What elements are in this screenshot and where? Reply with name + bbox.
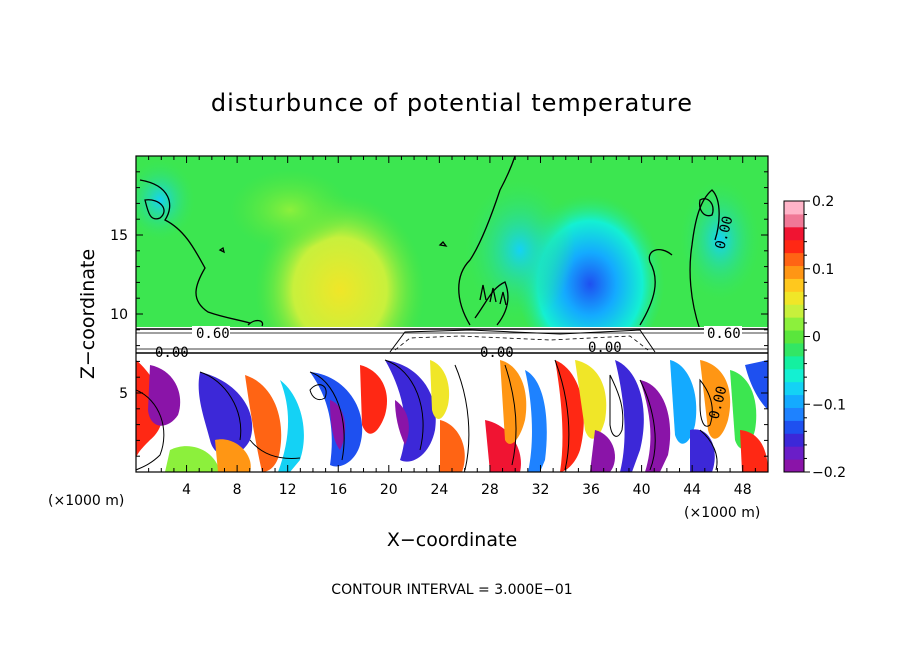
contour-label: 0.00 — [588, 340, 622, 356]
colorbar-swatch — [784, 213, 804, 228]
colorbar-swatch — [784, 394, 804, 408]
contour-label: 0.60 — [196, 326, 230, 342]
upper-contours — [139, 156, 720, 331]
light-green-region — [230, 170, 350, 250]
colorbar-label: 0.1 — [812, 262, 834, 278]
colorbar-swatch — [784, 252, 804, 267]
colorbar-swatch — [784, 368, 804, 383]
x-tick-label: 16 — [329, 482, 347, 498]
inversion-band — [136, 327, 768, 354]
lower-contours — [136, 359, 718, 471]
colorbar-label: 0.2 — [812, 194, 834, 210]
chart-title: disturbunce of potential temperature — [211, 89, 693, 117]
x-tick-label: 8 — [233, 482, 242, 498]
x-tick-label: 20 — [380, 482, 398, 498]
colorbar-label: 0 — [812, 330, 821, 346]
colorbar-swatch — [784, 330, 804, 344]
y-tick-label: 10 — [110, 307, 128, 323]
colorbar-swatch — [784, 291, 804, 305]
y-tick-label: 15 — [110, 228, 128, 244]
colorbar-swatch — [784, 226, 804, 241]
colorbar: 0.2 0.1 0 −0.1 −0.2 — [783, 194, 846, 481]
y-axis-label: Z−coordinate — [77, 249, 99, 379]
cyan-region — [465, 180, 575, 320]
plot-area — [136, 156, 768, 472]
colorbar-label: −0.2 — [812, 465, 846, 481]
x-tick-label: 48 — [734, 482, 752, 498]
x-unit-left: (×1000 m) — [48, 493, 124, 509]
y-axis: 5 10 15 — [110, 171, 768, 457]
colorbar-swatch — [784, 317, 804, 331]
x-tick-label: 4 — [182, 482, 191, 498]
colorbar-swatch — [784, 459, 804, 473]
colorbar-swatch — [784, 433, 804, 447]
colorbar-swatch — [784, 201, 804, 215]
contour-label: 0.60 — [707, 326, 741, 342]
x-tick-label: 32 — [532, 482, 550, 498]
x-tick-label: 40 — [633, 482, 651, 498]
colorbar-swatch — [784, 239, 804, 254]
contour-label: 0.00 — [155, 345, 189, 361]
colorbar-swatch — [784, 355, 804, 370]
colorbar-label: −0.1 — [812, 397, 846, 413]
contour-interval-note: CONTOUR INTERVAL = 3.000E−01 — [331, 582, 572, 598]
x-axis: 4 8 12 16 20 24 28 32 36 40 44 48 — [148, 156, 756, 498]
colorbar-swatch — [784, 420, 804, 434]
cyan-region-right — [680, 180, 760, 300]
colorbar-swatch — [784, 342, 804, 357]
colorbar-swatch — [784, 407, 804, 421]
colorbar-swatch — [784, 446, 804, 460]
colorbar-swatch — [784, 381, 804, 396]
x-tick-label: 12 — [279, 482, 297, 498]
y-tick-label: 5 — [119, 386, 128, 402]
x-tick-label: 36 — [582, 482, 600, 498]
cyan-region-left — [136, 160, 195, 240]
x-tick-label: 24 — [430, 482, 448, 498]
colorbar-swatch — [784, 265, 804, 279]
contour-label: 0.00 — [480, 345, 514, 361]
colorbar-swatch — [784, 304, 804, 318]
x-axis-label: X−coordinate — [387, 529, 517, 551]
x-tick-label: 28 — [481, 482, 499, 498]
colorbar-swatch — [784, 278, 804, 292]
x-tick-label: 44 — [683, 482, 701, 498]
lower-turbulent-layer — [136, 354, 768, 472]
x-unit-right: (×1000 m) — [684, 505, 760, 521]
